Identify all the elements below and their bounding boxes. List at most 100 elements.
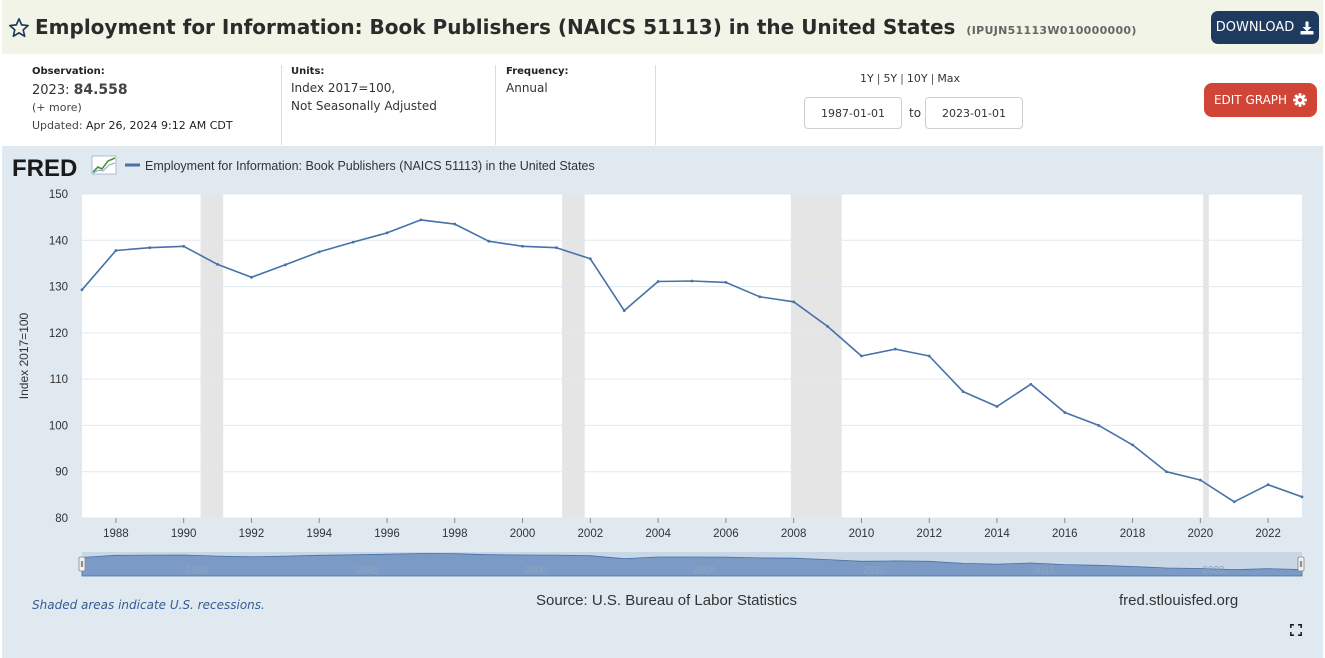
recession-band bbox=[790, 194, 842, 518]
download-button-label: DOWNLOAD bbox=[1215, 20, 1295, 35]
meta-divider bbox=[281, 65, 282, 145]
series-header: Employment for Information: Book Publish… bbox=[2, 0, 1323, 54]
fullscreen-icon[interactable] bbox=[1290, 624, 1302, 636]
meta-divider bbox=[655, 65, 656, 145]
frequency-value: Annual bbox=[506, 81, 548, 95]
data-point bbox=[927, 354, 931, 358]
y-tick-label: 130 bbox=[49, 282, 68, 294]
fred-logo: FRED bbox=[12, 155, 77, 182]
data-point bbox=[351, 240, 355, 244]
page-title: Employment for Information: Book Publish… bbox=[35, 15, 1137, 39]
navigator-left-handle[interactable] bbox=[78, 556, 86, 572]
y-tick-label: 90 bbox=[55, 467, 68, 479]
data-point bbox=[283, 263, 287, 267]
recession-band bbox=[1203, 194, 1209, 518]
y-tick-label: 80 bbox=[55, 513, 68, 525]
data-point bbox=[656, 280, 660, 283]
navigator-label: 1990 bbox=[186, 565, 209, 576]
data-point bbox=[893, 347, 897, 351]
data-point bbox=[1165, 470, 1168, 474]
navigator-label: 2005 bbox=[694, 565, 717, 576]
navigator-right-handle[interactable] bbox=[1297, 556, 1305, 572]
data-point bbox=[385, 231, 389, 235]
range-10y-link[interactable]: 10Y bbox=[906, 72, 928, 85]
x-tick-label: 2022 bbox=[1255, 528, 1281, 540]
x-tick-label: 2020 bbox=[1188, 528, 1214, 540]
data-point bbox=[860, 354, 863, 358]
x-tick-label: 2010 bbox=[849, 528, 875, 540]
data-point bbox=[250, 275, 253, 279]
y-tick-label: 140 bbox=[49, 235, 68, 247]
x-tick-label: 1996 bbox=[374, 528, 400, 540]
data-point bbox=[588, 257, 592, 261]
star-icon[interactable] bbox=[8, 17, 30, 39]
data-point bbox=[114, 249, 118, 252]
y-axis-label: Index 2017=100 bbox=[17, 312, 31, 399]
navigator-label: 2020 bbox=[1202, 565, 1225, 576]
data-point bbox=[317, 250, 321, 254]
meta-divider bbox=[495, 65, 496, 145]
observation-label: Observation: bbox=[32, 66, 105, 77]
data-point bbox=[1266, 483, 1270, 487]
observation-period: 2023: bbox=[32, 83, 70, 98]
data-point bbox=[1063, 411, 1067, 414]
range-1y-link[interactable]: 1Y bbox=[860, 72, 874, 85]
data-point bbox=[555, 246, 558, 250]
legend-label: Employment for Information: Book Publish… bbox=[145, 159, 595, 173]
edit-graph-button-label: EDIT GRAPH bbox=[1213, 93, 1288, 107]
data-point bbox=[487, 239, 491, 243]
data-point bbox=[724, 281, 728, 284]
units-line-1: Index 2017=100, bbox=[291, 81, 396, 95]
units-line-2: Not Seasonally Adjusted bbox=[291, 99, 437, 113]
y-tick-label: 100 bbox=[49, 420, 68, 432]
chart-panel: FRED Employment for Information: Book Pu… bbox=[2, 146, 1323, 658]
data-point bbox=[792, 300, 796, 304]
x-tick-label: 1988 bbox=[103, 528, 129, 540]
series-code: (IPUJN51113W010000000) bbox=[966, 24, 1137, 37]
data-point bbox=[1131, 443, 1134, 447]
data-point bbox=[758, 295, 762, 299]
line-chart: FRED Employment for Information: Book Pu… bbox=[12, 155, 1305, 577]
data-point bbox=[826, 324, 829, 328]
data-point bbox=[1029, 382, 1033, 386]
updated-label: Updated: bbox=[32, 119, 83, 132]
download-icon bbox=[1300, 21, 1314, 34]
range-5y-link[interactable]: 5Y bbox=[883, 72, 898, 85]
data-point bbox=[995, 405, 999, 408]
frequency-label: Frequency: bbox=[506, 66, 569, 77]
navigator-label: 2010 bbox=[863, 565, 886, 576]
range-separator: | bbox=[900, 72, 904, 85]
x-tick-label: 2008 bbox=[781, 528, 807, 540]
x-tick-label: 2002 bbox=[578, 528, 604, 540]
data-point bbox=[148, 246, 152, 250]
download-button[interactable]: DOWNLOAD bbox=[1211, 11, 1319, 44]
date-range-to-label: to bbox=[909, 106, 922, 120]
navigator-label: 1995 bbox=[355, 565, 378, 576]
updated-value: Apr 26, 2024 9:12 AM CDT bbox=[86, 119, 233, 132]
data-point bbox=[690, 279, 694, 283]
y-tick-label: 120 bbox=[49, 328, 68, 340]
x-tick-label: 2000 bbox=[510, 528, 536, 540]
x-tick-label: 2012 bbox=[916, 528, 942, 540]
x-tick-label: 1994 bbox=[306, 528, 332, 540]
range-max-link[interactable]: Max bbox=[937, 72, 961, 85]
data-point bbox=[216, 262, 219, 266]
observation-value: 84.558 bbox=[73, 82, 128, 98]
data-point bbox=[80, 288, 84, 292]
data-point bbox=[1300, 495, 1304, 499]
data-point bbox=[961, 390, 965, 394]
navigator-label: 2000 bbox=[525, 565, 548, 576]
more-observations-link[interactable]: (+ more) bbox=[32, 101, 82, 114]
updated-line: Updated: Apr 26, 2024 9:12 AM CDT bbox=[32, 119, 233, 132]
x-tick-label: 1992 bbox=[239, 528, 265, 540]
x-tick-label: 2016 bbox=[1052, 528, 1078, 540]
start-date-input[interactable] bbox=[804, 97, 902, 129]
recession-note: Shaded areas indicate U.S. recessions. bbox=[32, 598, 265, 612]
x-tick-label: 2018 bbox=[1120, 528, 1146, 540]
navigator-label: 2015 bbox=[1033, 565, 1056, 576]
edit-graph-button[interactable]: EDIT GRAPH bbox=[1204, 83, 1317, 117]
end-date-input[interactable] bbox=[925, 97, 1023, 129]
series-title-text: Employment for Information: Book Publish… bbox=[35, 15, 956, 39]
recession-band bbox=[562, 194, 585, 518]
x-tick-label: 2014 bbox=[984, 528, 1010, 540]
